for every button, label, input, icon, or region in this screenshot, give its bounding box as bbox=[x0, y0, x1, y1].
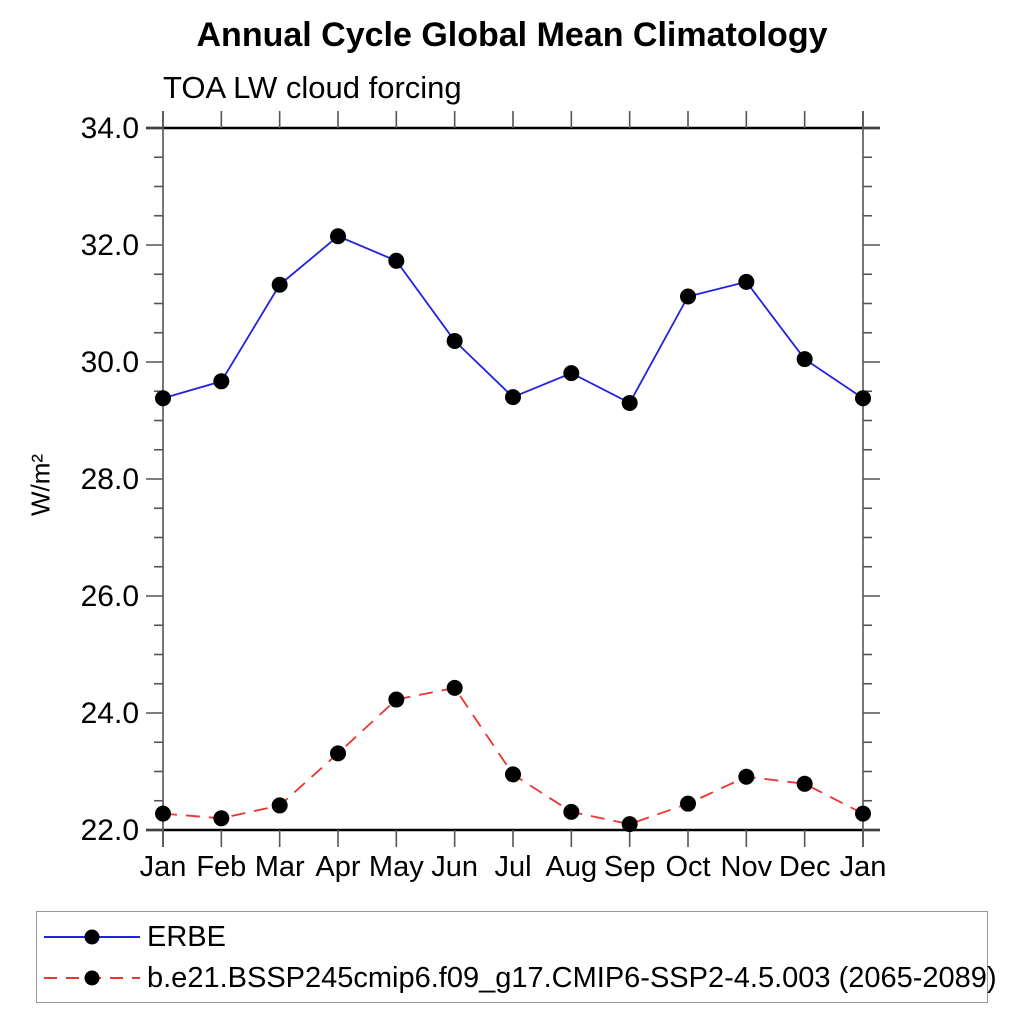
svg-text:34.0: 34.0 bbox=[81, 112, 139, 145]
svg-text:24.0: 24.0 bbox=[81, 697, 139, 730]
legend-swatch-dashed-line-dot-icon bbox=[44, 970, 140, 986]
svg-text:Jun: Jun bbox=[431, 851, 478, 883]
svg-text:May: May bbox=[369, 851, 424, 883]
svg-text:Mar: Mar bbox=[255, 851, 305, 883]
series-model bbox=[155, 679, 871, 833]
svg-text:30.0: 30.0 bbox=[81, 346, 139, 379]
svg-text:Jan: Jan bbox=[840, 851, 887, 883]
svg-text:Feb: Feb bbox=[196, 851, 246, 883]
legend-box: ERBE b.e21.BSSP245cmip6.f09_g17.CMIP6-SS… bbox=[36, 911, 997, 1003]
legend-row-model: b.e21.BSSP245cmip6.f09_g17.CMIP6-SSP2-4.… bbox=[42, 961, 997, 994]
svg-text:Oct: Oct bbox=[665, 851, 710, 883]
legend-label-erbe: ERBE bbox=[147, 920, 226, 953]
svg-text:28.0: 28.0 bbox=[81, 463, 139, 496]
chart-title: Annual Cycle Global Mean Climatology bbox=[196, 16, 828, 54]
svg-text:Sep: Sep bbox=[604, 851, 656, 883]
chart-subtitle: TOA LW cloud forcing bbox=[163, 70, 462, 105]
legend-swatch-solid-line-dot-icon bbox=[44, 929, 140, 945]
svg-text:Apr: Apr bbox=[315, 851, 360, 883]
svg-text:Aug: Aug bbox=[546, 851, 598, 883]
legend-label-model: b.e21.BSSP245cmip6.f09_g17.CMIP6-SSP2-4.… bbox=[147, 961, 997, 994]
svg-text:Jul: Jul bbox=[494, 851, 531, 883]
svg-text:26.0: 26.0 bbox=[81, 580, 139, 613]
svg-text:Nov: Nov bbox=[721, 851, 773, 883]
svg-text:Jan: Jan bbox=[140, 851, 187, 883]
y-axis-ticks: 22.0 24.0 26.0 28.0 30.0 32.0 34.0 bbox=[81, 112, 880, 847]
svg-text:32.0: 32.0 bbox=[81, 229, 139, 262]
series-erbe bbox=[155, 228, 871, 411]
legend-row-erbe: ERBE bbox=[42, 920, 226, 953]
svg-text:Dec: Dec bbox=[779, 851, 831, 883]
x-axis-ticks: Jan Feb Mar Apr May Jun Jul Aug Sep Oct Nov Dec Jan bbox=[140, 111, 887, 883]
plot-frame bbox=[146, 111, 880, 847]
svg-text:22.0: 22.0 bbox=[81, 814, 139, 847]
